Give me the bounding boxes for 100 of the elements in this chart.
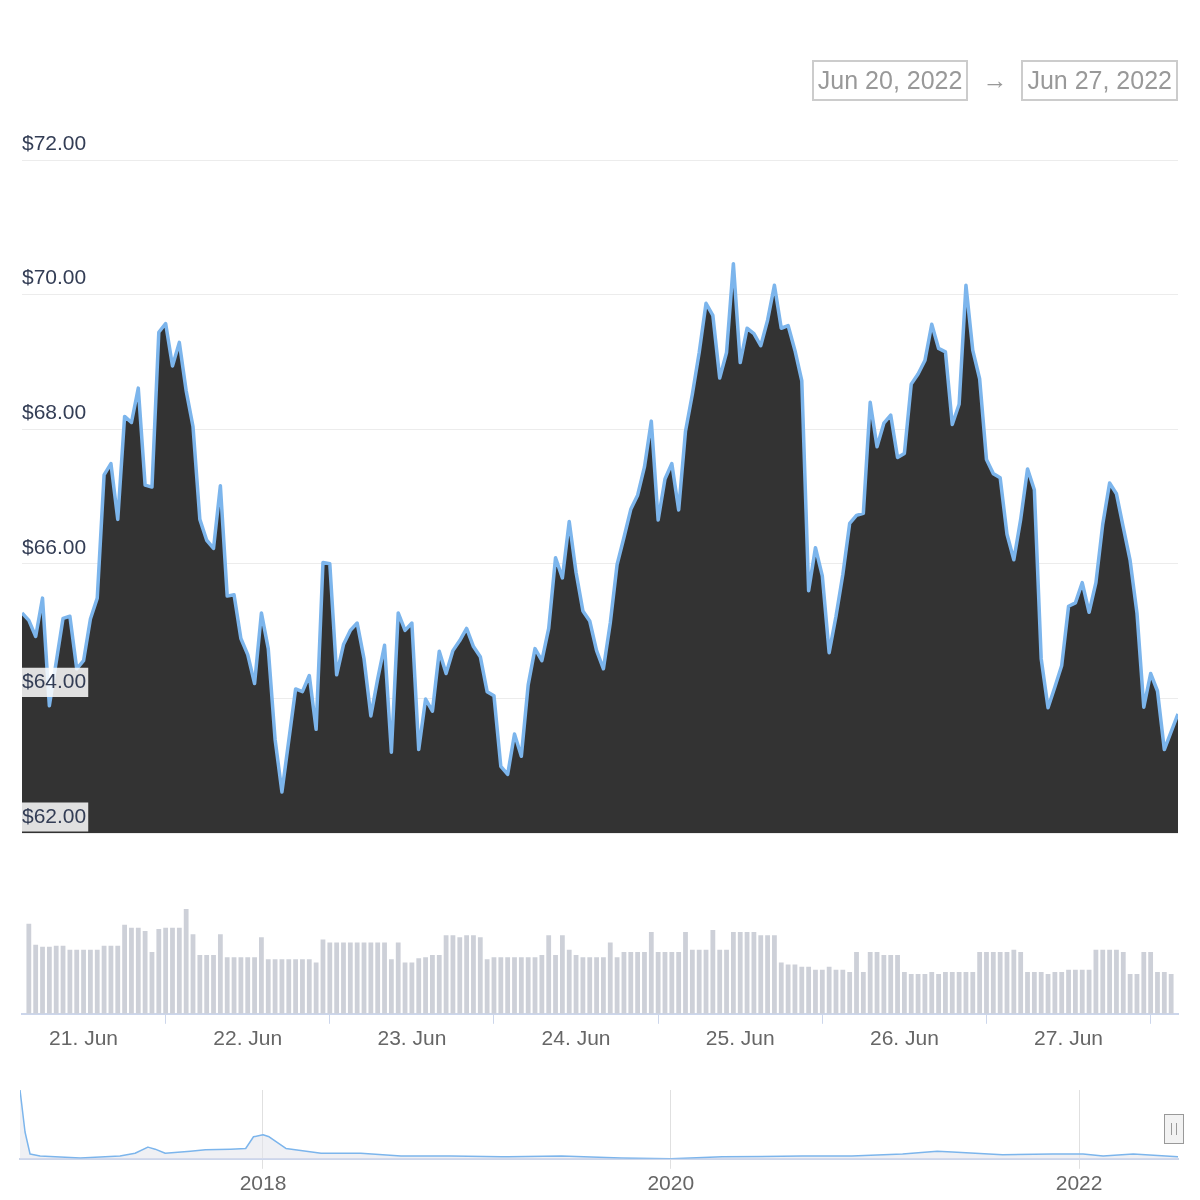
bar [471,935,476,1014]
bar [902,971,907,1014]
bar [423,957,428,1014]
y-tick-label: $66.00 [22,534,87,558]
bar [395,942,401,1014]
bar [94,949,100,1014]
bar [1038,971,1044,1014]
bar [1168,973,1174,1014]
bar [416,958,422,1014]
bar [1011,949,1017,1014]
bar [368,942,374,1014]
bar [1079,969,1085,1014]
bar [430,955,435,1014]
x-tick-label: 2018 [239,1171,287,1195]
bar [559,935,565,1014]
bar [628,951,634,1014]
bar [1127,973,1133,1014]
x-tick-label: 2020 [647,1171,695,1195]
bar [881,955,887,1014]
bar [204,955,210,1014]
bar [867,951,873,1014]
y-tick-label: $70.00 [22,265,87,289]
bar [949,971,955,1014]
bar [183,909,189,1014]
bar [813,969,818,1014]
bar [40,946,45,1014]
bar [1141,951,1147,1014]
x-tick-label: 25. Jun [705,1026,775,1050]
bar [505,957,511,1014]
bar [347,942,353,1014]
bar [197,955,203,1014]
bar [860,971,866,1014]
bar [669,951,675,1014]
bar [648,932,654,1014]
bar [970,971,976,1014]
bar [382,942,387,1014]
bar [115,945,121,1014]
bar [854,951,859,1014]
bar [553,955,558,1014]
text: Jun 27, 2022 [1021,60,1178,101]
bar [217,934,223,1014]
bar [607,942,613,1014]
bar [847,971,853,1014]
bar [778,962,784,1014]
y-tick-label: $68.00 [22,400,87,423]
x-tick-label: 2022 [1055,1171,1103,1195]
bar [88,949,93,1014]
bar [46,946,52,1014]
bar [409,962,415,1014]
bar [765,935,770,1014]
bar [895,955,900,1014]
bar [436,955,442,1014]
bar [498,957,504,1014]
bar [717,949,723,1014]
bar [265,959,271,1014]
bar [1148,951,1154,1014]
bar [758,935,764,1014]
bar [1161,971,1167,1014]
y-tick-label: $64.00 [22,669,87,693]
bar [224,957,230,1014]
bar [135,927,141,1014]
bar [546,935,552,1014]
x-tick-label: 22. Jun [213,1026,283,1050]
bar [806,966,812,1014]
bar [525,957,531,1014]
bar [1066,969,1071,1014]
bar [170,927,175,1014]
bar [642,951,647,1014]
bar [655,951,661,1014]
bar [33,944,39,1014]
bar [300,959,305,1014]
bar [1073,969,1078,1014]
bar [477,937,483,1014]
bar [211,955,216,1014]
bar [156,928,162,1014]
bar [737,932,743,1014]
bar [977,951,983,1014]
bar [464,935,470,1014]
x-tick-label: 21. Jun [49,1026,119,1050]
bar [388,959,394,1014]
bar [826,966,832,1014]
x-tick-label: 26. Jun [869,1026,939,1050]
bar [259,937,264,1014]
bar [245,957,251,1014]
bar [730,932,736,1014]
bar [354,942,360,1014]
bar [67,949,73,1014]
bar [252,957,257,1014]
bar [566,949,572,1014]
bar [1025,971,1030,1014]
bar [772,935,777,1014]
bar [936,973,941,1014]
bar [799,966,805,1014]
bar [1107,949,1112,1014]
bar [484,959,490,1014]
bar [327,942,333,1014]
bar [635,951,641,1014]
bar [997,951,1003,1014]
bar [74,949,80,1014]
bar [163,927,169,1014]
